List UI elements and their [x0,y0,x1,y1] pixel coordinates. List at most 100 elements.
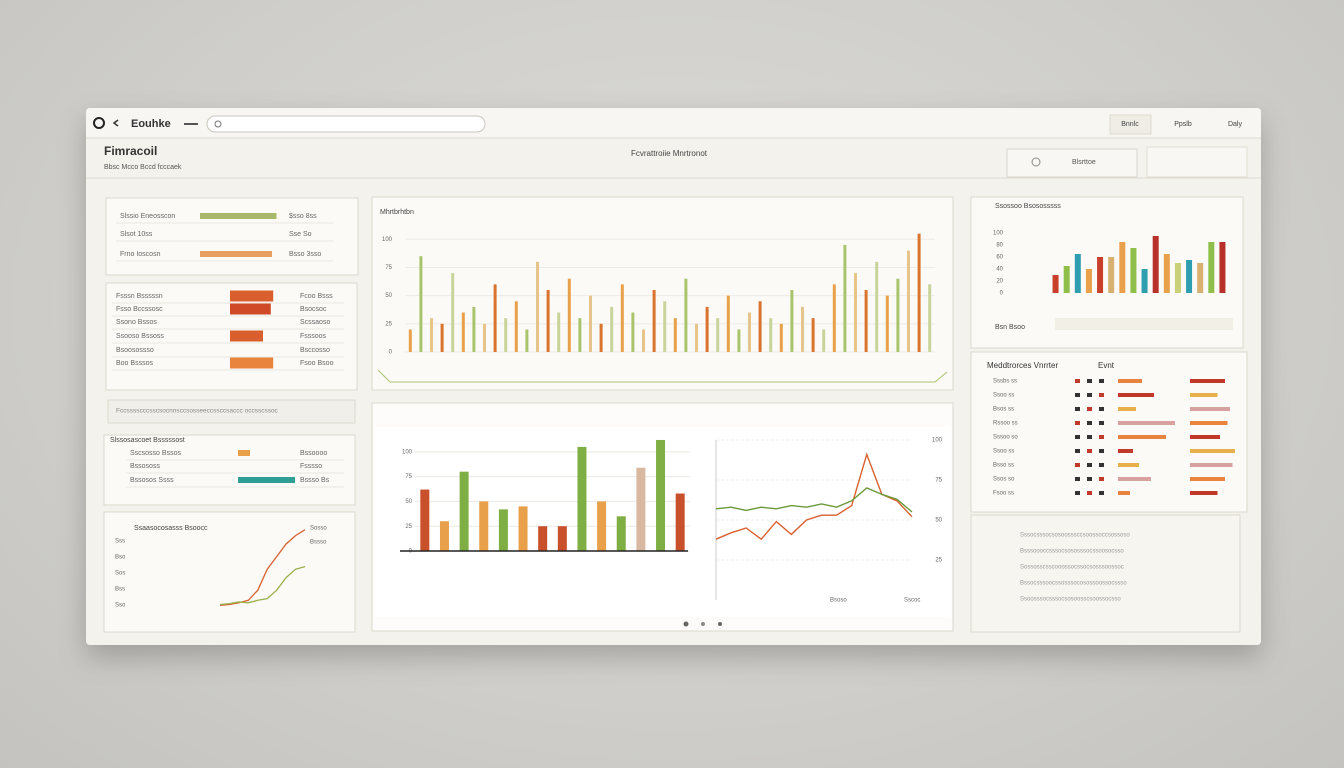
bar [1119,242,1126,293]
row-label: Rssoo ss [993,421,1018,427]
status-dot [1087,407,1092,411]
legend-label: Sosso [310,526,327,532]
row-label: Slsot 10ss [120,231,153,238]
row-bar [1190,379,1225,383]
bar [557,526,567,551]
bar [928,284,932,352]
row-amount: Fsssso [300,463,322,470]
panel-title: Meddtrorces Vnrrter [987,361,1058,370]
page-dot[interactable] [701,622,705,626]
bar [716,318,720,352]
page-dot[interactable] [683,621,689,627]
bar [616,516,626,551]
row-bar [1118,393,1154,397]
row-label: Bssososs [130,463,160,470]
y-tick-label: 80 [996,243,1003,249]
page-title: Fimracoil [104,144,157,158]
filter-box[interactable] [1146,146,1248,178]
toolbar-button-label[interactable]: Ppslb [1174,121,1192,128]
row-amount: Sse So [289,231,312,238]
row-bar [1190,407,1230,411]
y-tick-label: 75 [935,478,942,484]
y-tick-label: 100 [382,237,393,243]
bar [769,318,773,352]
page-dot[interactable] [718,622,722,626]
bar [1219,242,1226,293]
bar [917,233,921,352]
toolbar-button[interactable] [1109,114,1152,135]
bar [811,318,815,352]
bar [1085,269,1092,293]
bar [483,323,486,352]
bar [538,526,548,551]
search-icon [214,120,222,128]
row-bar [1118,379,1142,383]
row-amount: Bssoooo [300,450,327,457]
bar [801,306,804,352]
bar [737,329,741,352]
toolbar-button-label[interactable]: Bnnlc [1121,121,1139,128]
y-tick-label: 20 [996,279,1003,285]
status-dot [1087,463,1092,467]
y-tick-label: 50 [405,499,412,505]
toolbar-button-label[interactable]: Daly [1228,121,1243,128]
bar [1063,266,1070,293]
note-line: Sssocsssocsosoosssccsoossoccsossoso [1020,533,1130,539]
bar [419,256,423,352]
y-label: Sss [115,539,125,545]
status-dot [1075,407,1080,411]
row-label: Ssos so [993,477,1015,483]
bar [652,290,656,352]
bar [567,278,571,352]
row-label: Ssoo ss [993,393,1014,399]
row-bar [1118,449,1133,453]
row-label: Bsoosossso [116,347,154,354]
row-bar [1118,491,1130,495]
panel [105,197,359,276]
legend-label: Bsoso [830,598,847,604]
y-tick-label: 100 [993,231,1004,237]
filter-box[interactable] [1006,148,1138,178]
status-dot [1099,393,1104,397]
bar [504,318,508,352]
status-dot [1087,477,1092,481]
bar [673,318,677,352]
status-dot [1087,491,1092,495]
y-tick-label: 50 [935,518,942,524]
row-bar [1190,421,1228,425]
address-bar[interactable] [206,115,486,133]
panel [103,434,356,506]
panel-title: Slssosascoet Bsssssost [110,437,185,444]
bar [790,290,794,352]
row-label: Frno Ioscosn [120,251,161,258]
page-heading: Fcvrattroiie Mnrtronot [631,149,708,158]
bar [557,312,561,352]
note-line: Ssoosssocsssocsosoosscsoossocsso [1020,597,1121,603]
row-label: Sssbs ss [993,379,1017,385]
row-bar [1118,477,1151,481]
bar [440,323,444,352]
range-slider[interactable] [1055,318,1233,330]
bar [1152,236,1159,293]
y-tick-label: 60 [996,255,1003,261]
bar [546,290,550,352]
chart-title: Mhrtbrhtbn [380,209,414,216]
bar [684,278,688,352]
bar [577,446,587,551]
bar [1197,263,1204,293]
panel-title: Ssaasocosasss Bsoocc [134,525,208,532]
row-bar [200,213,277,219]
browser-icon[interactable] [93,117,105,129]
back-button[interactable] [112,119,119,127]
bar [779,323,783,352]
row-bar [1118,421,1175,425]
status-dot [1099,407,1104,411]
series-line [715,487,913,513]
row-label: Bsso ss [993,463,1014,469]
legend-label: Bssso [310,540,327,546]
row-label: Fsoo ss [993,491,1014,497]
bar [472,306,476,352]
bar [885,295,889,352]
row-bar [1190,449,1235,453]
